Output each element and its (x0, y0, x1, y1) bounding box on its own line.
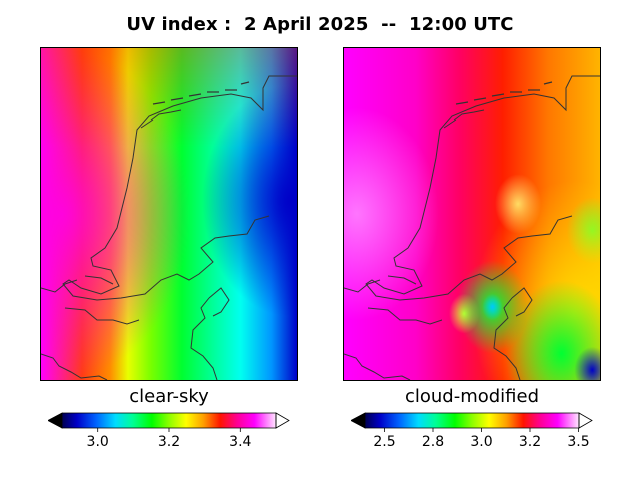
colorbar-tick-label: 3.5 (567, 434, 590, 450)
colorbar-tick-label: 3.0 (470, 434, 493, 450)
colorbar-tick-label: 3.2 (518, 434, 542, 450)
clear-sky-label: clear-sky (129, 386, 209, 407)
colorbar-tick-label: 2.5 (373, 434, 396, 450)
clear-sky-map (40, 47, 298, 381)
figure-title: UV index : 2 April 2025 -- 12:00 UTC (126, 14, 514, 35)
colorbar-tick-label: 2.8 (421, 434, 445, 450)
colorbar-min-extend (351, 412, 366, 429)
clear-sky-colorbar (48, 412, 290, 432)
coastline-left (41, 75, 297, 380)
colorbar-max-extend (275, 412, 290, 429)
colorbar-tick-label: 3.0 (86, 434, 109, 450)
colorbar-min-extend (48, 412, 63, 429)
cloud-modified-map (343, 47, 601, 381)
cloud-modified-colorbar (351, 412, 593, 432)
coastline-right (344, 75, 600, 380)
cloud-modified-label: cloud-modified (404, 386, 540, 407)
colorbar-max-extend (578, 412, 593, 429)
colorbar-tick-label: 3.4 (229, 434, 252, 450)
colorbar-tick-label: 3.2 (157, 434, 181, 450)
